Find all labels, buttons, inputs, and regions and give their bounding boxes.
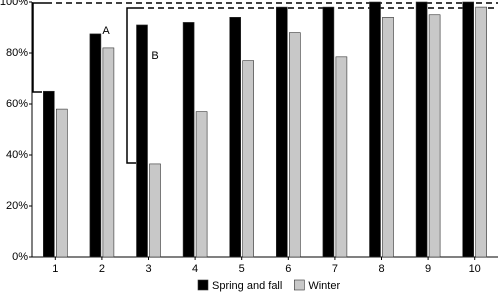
legend-label: Winter bbox=[308, 280, 340, 292]
bar bbox=[415, 1, 428, 258]
bar bbox=[136, 24, 148, 258]
bar bbox=[462, 1, 475, 258]
x-tick-label: 7 bbox=[332, 263, 338, 275]
bar bbox=[322, 6, 335, 258]
bar bbox=[149, 163, 161, 258]
bar bbox=[89, 33, 102, 258]
bar bbox=[242, 60, 254, 258]
bar bbox=[335, 56, 348, 258]
x-tick-label: 10 bbox=[469, 263, 481, 275]
bar bbox=[182, 22, 195, 258]
y-tick-label: 40% bbox=[6, 149, 28, 161]
bracket-a bbox=[32, 2, 498, 93]
bar bbox=[275, 6, 288, 258]
legend-swatch bbox=[294, 279, 305, 291]
x-tick-label: 2 bbox=[99, 263, 105, 275]
y-tick-label: 80% bbox=[6, 47, 28, 59]
bar bbox=[55, 108, 68, 258]
annotation: B bbox=[151, 50, 158, 62]
x-tick-label: 4 bbox=[192, 263, 198, 275]
bar bbox=[229, 16, 241, 258]
x-tick-label: 3 bbox=[145, 263, 151, 275]
x-tick-label: 8 bbox=[378, 263, 384, 275]
bar bbox=[42, 90, 55, 258]
y-tick-label: 60% bbox=[6, 98, 28, 110]
x-tick-label: 5 bbox=[239, 263, 245, 275]
bar bbox=[428, 14, 441, 258]
bracket-b bbox=[126, 7, 496, 164]
x-tick-label: 6 bbox=[285, 263, 291, 275]
bar bbox=[475, 6, 488, 258]
legend-label: Spring and fall bbox=[212, 280, 282, 292]
bar bbox=[195, 111, 208, 258]
x-tick-label: 9 bbox=[425, 263, 431, 275]
bar bbox=[288, 32, 301, 258]
annotation: A bbox=[102, 25, 110, 37]
x-tick-label: 1 bbox=[52, 263, 58, 275]
bar bbox=[102, 47, 115, 258]
legend-swatch bbox=[197, 279, 209, 291]
bar bbox=[382, 16, 394, 258]
y-tick-label: 20% bbox=[6, 200, 28, 212]
y-tick-label: 0% bbox=[12, 251, 28, 263]
y-tick-label: 100% bbox=[0, 0, 28, 8]
bar bbox=[369, 1, 381, 258]
